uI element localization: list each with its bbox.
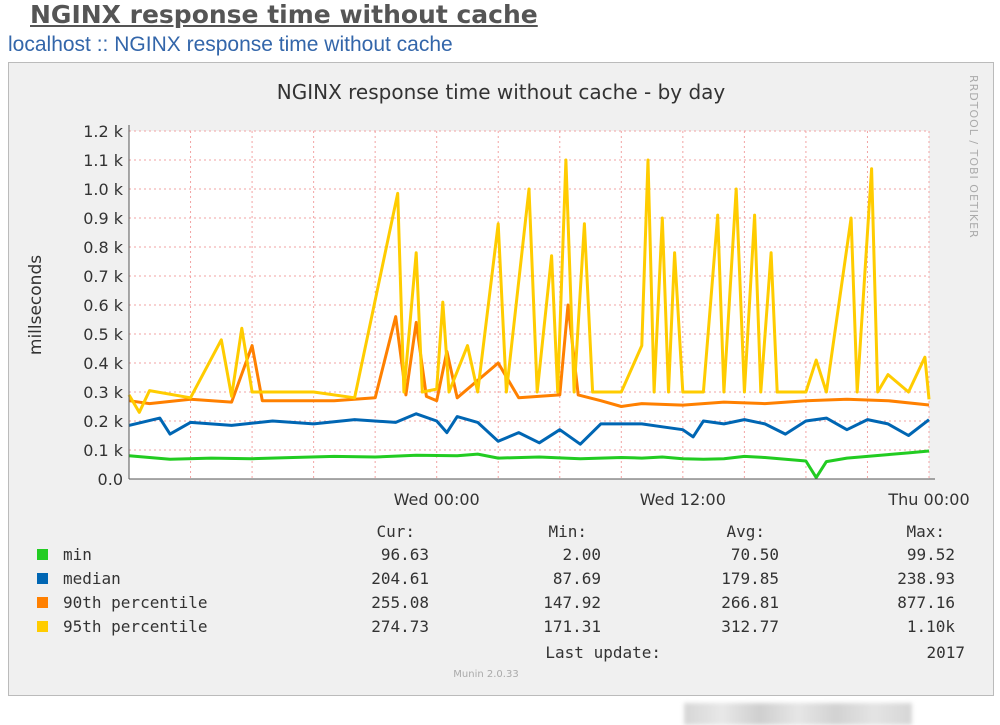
breadcrumb-host-link[interactable]: localhost (8, 33, 91, 56)
series-line-95th-percentile (127, 158, 931, 414)
y-tick-label: 0.9 k (83, 209, 124, 228)
y-tick-label: 0.7 k (83, 267, 124, 286)
y-tick-label: 0.2 k (83, 412, 124, 431)
legend-swatch (37, 621, 48, 632)
legend-header: Min: (548, 522, 587, 541)
y-tick-label: 0.8 k (83, 238, 124, 257)
legend-value: 274.73 (371, 617, 429, 636)
y-tick-label: 0.0 (98, 470, 123, 489)
redacted-timestamp (684, 703, 912, 725)
y-axis-label: millseconds (26, 255, 46, 355)
last-update-label: Last update: (545, 643, 661, 662)
last-update-year: 2017 (926, 643, 965, 662)
legend-swatch (37, 573, 48, 584)
legend-value: 238.93 (897, 569, 955, 588)
y-tick-label: 1.2 k (83, 122, 124, 141)
legend-header: Cur: (376, 522, 415, 541)
graph-panel: 0.0 0.1 k 0.2 k 0.3 k 0.4 k 0.5 k 0.6 k 0.7 k 0.… (8, 62, 994, 725)
legend-value: 266.81 (721, 593, 779, 612)
legend-header: Avg: (726, 522, 765, 541)
legend-value: 171.31 (543, 617, 601, 636)
legend-value: 179.85 (721, 569, 779, 588)
page-title: NGINX response time without cache (30, 0, 538, 29)
legend-swatch (37, 597, 48, 608)
series-line-median (128, 412, 930, 446)
rrdtool-watermark: RRDTOOL / TOBI OETIKER (967, 75, 980, 239)
legend-value: 70.50 (731, 545, 779, 564)
series-layer (127, 158, 931, 480)
y-tick-label: 0.4 k (83, 354, 124, 373)
legend-value: 96.63 (381, 545, 429, 564)
legend-table: Cur: Min: Avg: Max: min 96.63 2.00 70.50 99.52 me… (37, 522, 965, 662)
series-line-min (128, 449, 930, 480)
legend-series-name: median (63, 569, 121, 588)
y-tick-label: 0.3 k (83, 383, 124, 402)
y-tick-label: 1.1 k (83, 151, 124, 170)
y-tick-label: 1.0 k (83, 180, 124, 199)
legend-value: 147.92 (543, 593, 601, 612)
y-tick-label: 0.5 k (83, 325, 124, 344)
legend-series-name: min (63, 545, 92, 564)
axes: 0.0 0.1 k 0.2 k 0.3 k 0.4 k 0.5 k 0.6 k 0.7 k 0.… (83, 122, 969, 509)
x-tick-label: Thu 00:00 (887, 490, 969, 509)
legend-value: 2.00 (562, 545, 601, 564)
breadcrumb: localhost :: NGINX response time without… (8, 33, 453, 57)
munin-footer: Munin 2.0.33 (453, 669, 518, 680)
response-time-chart: 0.0 0.1 k 0.2 k 0.3 k 0.4 k 0.5 k 0.6 k 0.7 k 0.… (26, 75, 980, 680)
legend-value: 87.69 (553, 569, 601, 588)
breadcrumb-separator: :: (90, 33, 115, 56)
legend-value: 204.61 (371, 569, 429, 588)
y-tick-label: 0.6 k (83, 296, 124, 315)
chart-title: NGINX response time without cache - by d… (277, 80, 726, 104)
legend-header: Max: (906, 522, 945, 541)
legend-value: 99.52 (907, 545, 955, 564)
legend-value: 255.08 (371, 593, 429, 612)
legend-series-name: 90th percentile (63, 593, 208, 612)
y-tick-label: 0.1 k (83, 441, 124, 460)
breadcrumb-page-link[interactable]: NGINX response time without cache (114, 33, 453, 56)
x-tick-label: Wed 00:00 (394, 490, 480, 509)
legend-value: 1.10k (907, 617, 956, 636)
legend-value: 312.77 (721, 617, 779, 636)
legend-swatch (37, 549, 48, 560)
legend-value: 877.16 (897, 593, 955, 612)
legend-series-name: 95th percentile (63, 617, 208, 636)
x-tick-label: Wed 12:00 (640, 490, 726, 509)
